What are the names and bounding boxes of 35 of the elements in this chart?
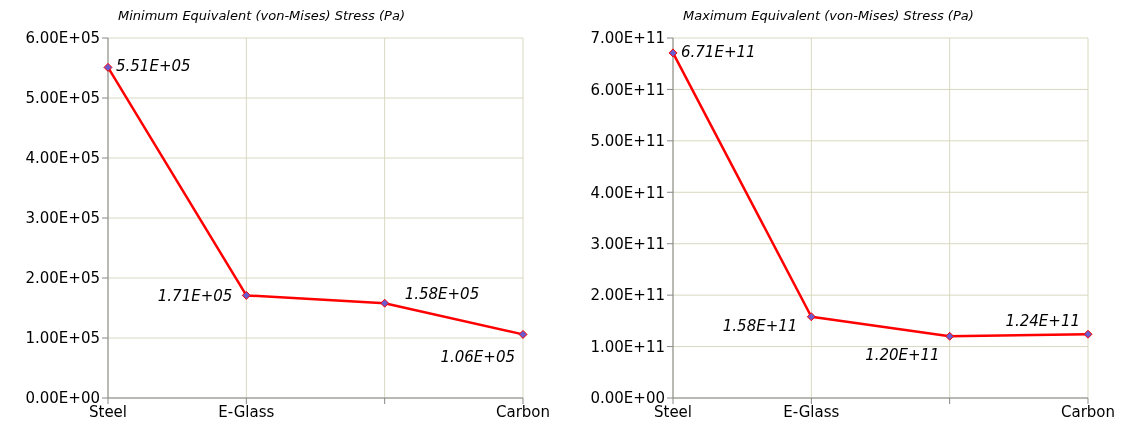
point [668,48,678,58]
point [518,329,528,339]
data-label: 1.58E+11 [722,316,798,335]
point [945,331,955,341]
point [380,298,390,308]
y-tick-label: 5.00E+11 [590,132,665,151]
data-label: 1.06E+05 [440,348,515,367]
y-tick-label: 6.00E+05 [25,29,100,48]
chart-title: Minimum Equivalent (von-Mises) Stress (Pa) [117,8,406,25]
y-tick-label: 7.00E+11 [590,29,665,48]
x-tick-label: E-Glass [783,402,840,421]
x-tick-label: Carbon [1060,402,1116,421]
data-label: 1.24E+11 [1005,312,1080,331]
y-tick-label: 4.00E+05 [25,149,100,168]
x-tick-label: E-Glass [218,402,275,421]
y-tick-label: 1.00E+05 [25,329,100,348]
point [806,312,816,322]
y-tick-label: 1.00E+11 [590,337,665,356]
data-label: 1.58E+05 [404,285,480,304]
y-tick-label: 3.00E+11 [590,235,665,254]
y-tick-label: 4.00E+11 [590,183,665,202]
y-tick-label: 2.00E+05 [25,269,100,288]
point [103,62,113,72]
y-tick-label: 6.00E+11 [590,80,665,99]
x-tick-label: Carbon [495,402,551,421]
point [1083,329,1093,339]
point [241,290,251,300]
data-label: 5.51E+05 [116,57,191,76]
data-label: 1.20E+11 [865,346,940,365]
data-label: 1.71E+05 [157,287,233,306]
y-tick-label: 3.00E+05 [25,209,100,228]
data-label: 6.71E+11 [681,42,756,61]
y-tick-label: 2.00E+11 [590,286,665,305]
chart-title: Maximum Equivalent (von-Mises) Stress (Pa) [682,8,975,25]
y-tick-label: 5.00E+05 [25,89,100,108]
